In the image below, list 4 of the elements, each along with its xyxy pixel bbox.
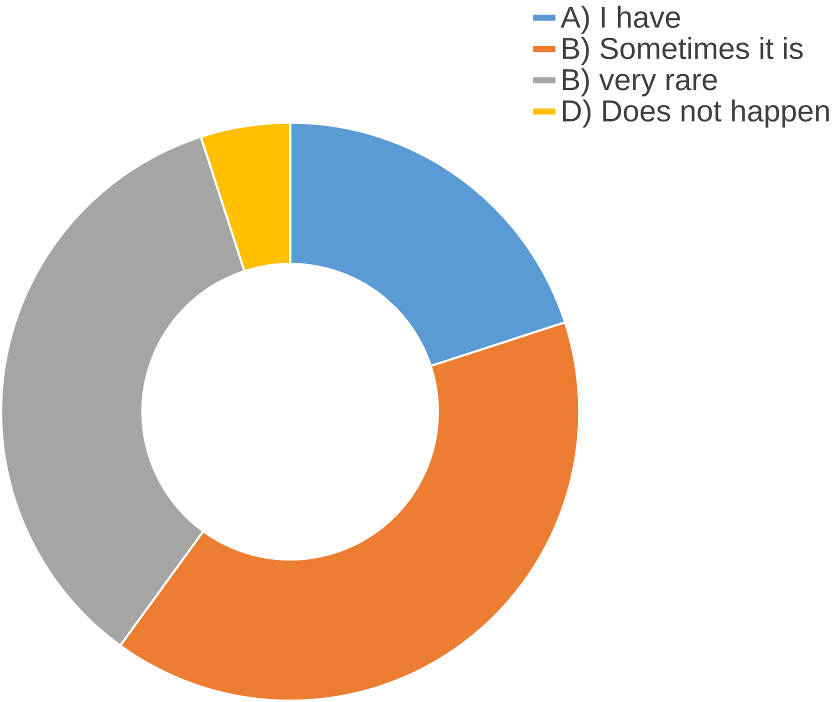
legend-label: A) I have [560, 6, 680, 34]
legend-label: B) very rare [563, 68, 717, 96]
legend-label: B) Sometimes it is [563, 37, 803, 66]
legend-label: D) Does not happen [563, 100, 829, 128]
